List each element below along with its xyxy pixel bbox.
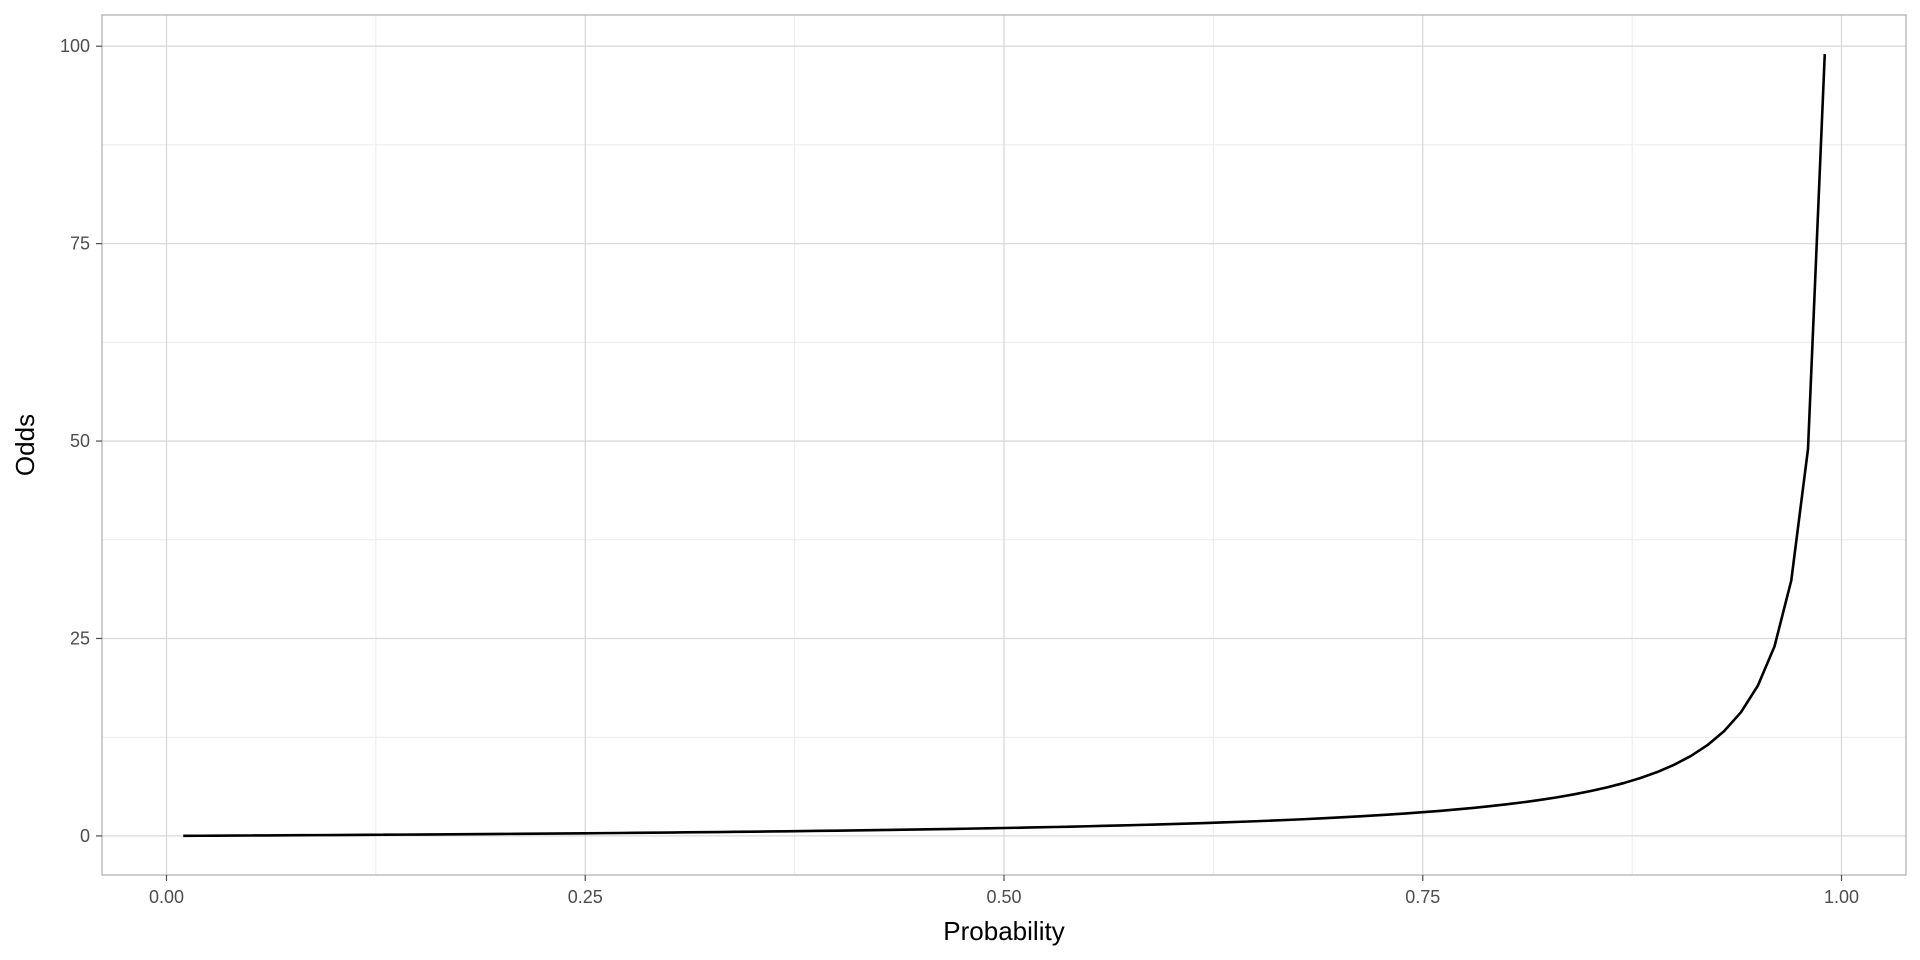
- x-tick-label: 0.50: [986, 887, 1021, 907]
- x-tick-label: 0.00: [149, 887, 184, 907]
- odds-curve-line: [183, 54, 1827, 838]
- axis-ticks: 0.00 0.25 0.50 0.75 1.00 0 25 50 75 100: [60, 36, 1859, 907]
- x-axis-title: Probability: [943, 916, 1064, 946]
- y-axis-title: Odds: [10, 414, 40, 476]
- major-gridlines: [102, 15, 1906, 875]
- y-tick-label: 50: [70, 431, 90, 451]
- y-tick-label: 25: [70, 628, 90, 648]
- x-tick-label: 1.00: [1824, 887, 1859, 907]
- y-tick-label: 0: [80, 826, 90, 846]
- y-tick-label: 100: [60, 36, 90, 56]
- x-tick-label: 0.25: [568, 887, 603, 907]
- y-tick-label: 75: [70, 234, 90, 254]
- series-layer: [183, 54, 1827, 838]
- x-tick-label: 0.75: [1405, 887, 1440, 907]
